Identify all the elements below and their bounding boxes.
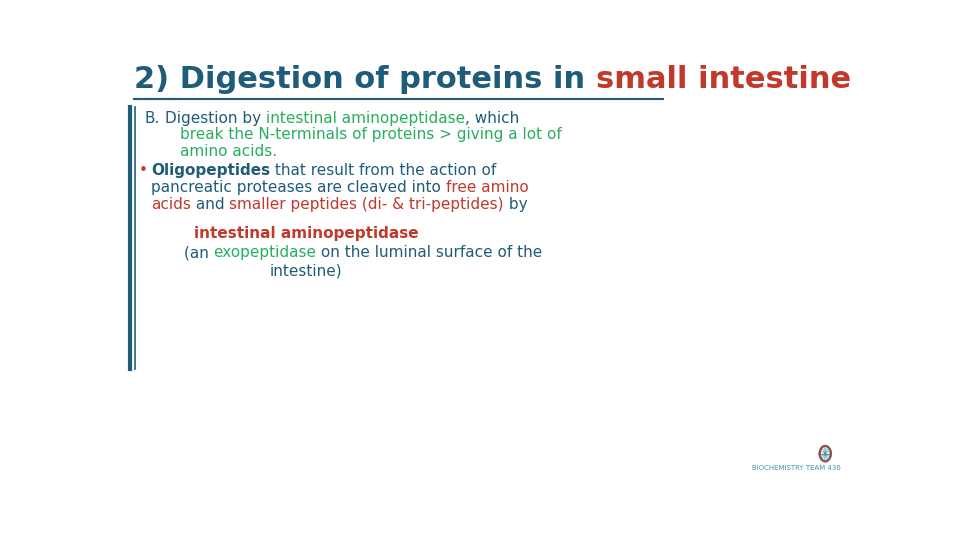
Text: Oligopeptides: Oligopeptides: [151, 163, 270, 178]
Text: 2) Digestion of proteins in: 2) Digestion of proteins in: [134, 65, 596, 94]
Text: exopeptidase: exopeptidase: [213, 245, 316, 260]
Text: by: by: [504, 197, 527, 212]
Text: BIOCHEMISTRY TEAM 436: BIOCHEMISTRY TEAM 436: [752, 465, 841, 471]
Text: smaller peptides (di- & tri-peptides): smaller peptides (di- & tri-peptides): [229, 197, 504, 212]
Text: amino acids.: amino acids.: [180, 144, 277, 159]
Text: , which: , which: [465, 111, 519, 126]
Text: small intestine: small intestine: [596, 65, 851, 94]
Text: on the luminal surface of the: on the luminal surface of the: [316, 245, 542, 260]
Text: B.: B.: [145, 111, 160, 126]
Text: intestinal aminopeptidase: intestinal aminopeptidase: [266, 111, 465, 126]
Text: free amino: free amino: [445, 180, 529, 195]
Text: Digestion by: Digestion by: [165, 111, 266, 126]
Text: acids: acids: [151, 197, 191, 212]
Text: •: •: [138, 163, 148, 178]
Text: and: and: [191, 197, 229, 212]
Text: break the N-terminals of proteins > giving a lot of: break the N-terminals of proteins > givi…: [180, 127, 563, 143]
Text: that result from the action of: that result from the action of: [270, 163, 496, 178]
Text: intestine): intestine): [270, 263, 343, 278]
Text: (an: (an: [183, 245, 213, 260]
Text: pancreatic proteases are cleaved into: pancreatic proteases are cleaved into: [151, 180, 445, 195]
Text: intestinal aminopeptidase: intestinal aminopeptidase: [194, 226, 419, 241]
